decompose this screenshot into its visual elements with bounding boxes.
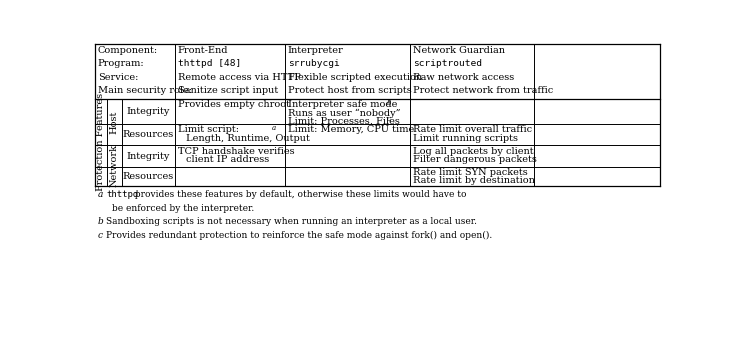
- Text: Interpreter: Interpreter: [288, 46, 344, 55]
- Text: Resources: Resources: [123, 130, 174, 139]
- Text: Integrity: Integrity: [127, 152, 170, 161]
- Text: Log all packets by client: Log all packets by client: [413, 147, 534, 156]
- Text: Flexible scripted execution: Flexible scripted execution: [288, 73, 422, 82]
- Text: a: a: [272, 124, 277, 132]
- Text: Interpreter safe mode: Interpreter safe mode: [288, 100, 397, 109]
- Text: Filter dangerous packets: Filter dangerous packets: [413, 155, 537, 164]
- Text: Rate limit by destination: Rate limit by destination: [413, 176, 535, 186]
- Text: Runs as user “nobody”: Runs as user “nobody”: [288, 108, 400, 118]
- Text: Sandboxing scripts is not necessary when running an interpreter as a local user.: Sandboxing scripts is not necessary when…: [106, 217, 477, 226]
- Text: Main security role:: Main security role:: [98, 87, 191, 95]
- Text: Raw network access: Raw network access: [413, 73, 514, 82]
- Text: srrubycgi: srrubycgi: [288, 59, 339, 68]
- Text: Limit: Memory, CPU time: Limit: Memory, CPU time: [288, 125, 414, 135]
- Text: b: b: [386, 99, 391, 106]
- Text: Host: Host: [110, 110, 118, 134]
- Text: Limit script:: Limit script:: [177, 125, 238, 135]
- Text: Protection Features: Protection Features: [96, 93, 105, 191]
- Text: thttpd: thttpd: [106, 190, 138, 199]
- Text: a: a: [98, 190, 103, 199]
- Text: Protect host from scripts: Protect host from scripts: [288, 87, 411, 95]
- Text: TCP handshake verifies: TCP handshake verifies: [177, 147, 294, 156]
- Text: Provides empty chroot: Provides empty chroot: [177, 100, 289, 109]
- Text: Network: Network: [110, 144, 118, 187]
- Text: Component:: Component:: [98, 46, 158, 55]
- Text: c: c: [98, 231, 103, 240]
- Text: Protect network from traffic: Protect network from traffic: [413, 87, 553, 95]
- Text: Service:: Service:: [98, 73, 138, 82]
- Text: Sanitize script input: Sanitize script input: [177, 87, 277, 95]
- Text: Integrity: Integrity: [127, 107, 170, 116]
- Text: Limit: Processes, Files: Limit: Processes, Files: [288, 117, 400, 125]
- Text: Rate limit SYN packets: Rate limit SYN packets: [413, 168, 528, 177]
- Text: Rate limit overall traffic: Rate limit overall traffic: [413, 125, 532, 135]
- Text: c: c: [386, 115, 390, 123]
- Text: Length, Runtime, Output: Length, Runtime, Output: [186, 134, 310, 143]
- Text: be enforced by the interpreter.: be enforced by the interpreter.: [112, 204, 254, 213]
- Text: Network Guardian: Network Guardian: [413, 46, 505, 55]
- Text: Resources: Resources: [123, 172, 174, 180]
- Text: Remote access via HTTP: Remote access via HTTP: [177, 73, 300, 82]
- Text: Front-End: Front-End: [177, 46, 228, 55]
- Text: provides these features by default, otherwise these limits would have to: provides these features by default, othe…: [132, 190, 467, 199]
- Text: thttpd [48]: thttpd [48]: [177, 59, 241, 68]
- Text: Provides redundant protection to reinforce the safe mode against fork() and open: Provides redundant protection to reinfor…: [106, 231, 492, 240]
- Text: client IP address: client IP address: [186, 155, 269, 164]
- Text: b: b: [98, 217, 104, 226]
- Text: scriptrouted: scriptrouted: [413, 59, 482, 68]
- Text: Program:: Program:: [98, 59, 144, 68]
- Text: Limit running scripts: Limit running scripts: [413, 134, 518, 143]
